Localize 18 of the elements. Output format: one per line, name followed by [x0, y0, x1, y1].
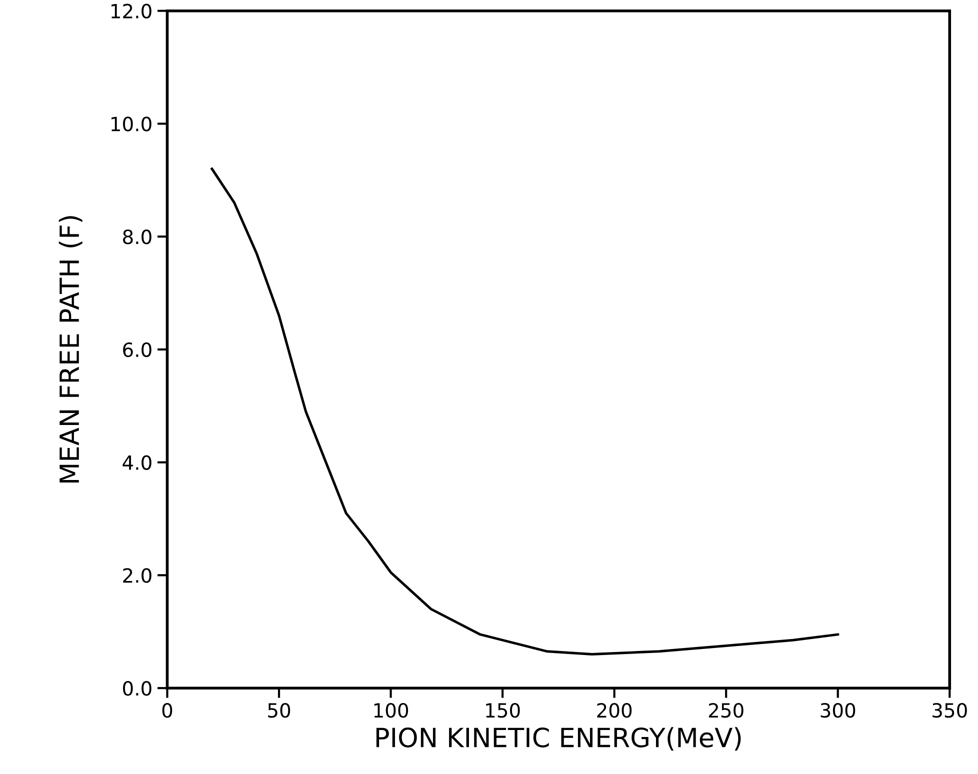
y-tick-label: 4.0 [122, 455, 152, 470]
x-tick-label: 100 [374, 703, 408, 718]
x-tick-label: 200 [597, 703, 632, 718]
y-tick-label: 12.0 [111, 4, 152, 18]
y-axis-title: MEAN FREE PATH (F) [58, 216, 82, 482]
x-tick-label: 50 [268, 703, 290, 718]
y-tick-label: 2.0 [123, 568, 152, 583]
y-tick-label: 0.0 [123, 681, 152, 696]
line-series [210, 168, 840, 656]
x-tick-label: 350 [932, 703, 967, 718]
x-tick-label: 0 [162, 703, 172, 718]
y-tick-label: 6.0 [123, 342, 152, 358]
x-tick-label: 150 [486, 703, 520, 718]
y-tick-label: 8.0 [123, 230, 152, 244]
y-tick-label: 10.0 [111, 116, 152, 132]
x-tick-label: 300 [820, 703, 856, 718]
x-axis-title: PION KINETIC ENERGY(MeV) [376, 727, 741, 751]
x-tick-label: 250 [708, 703, 744, 718]
